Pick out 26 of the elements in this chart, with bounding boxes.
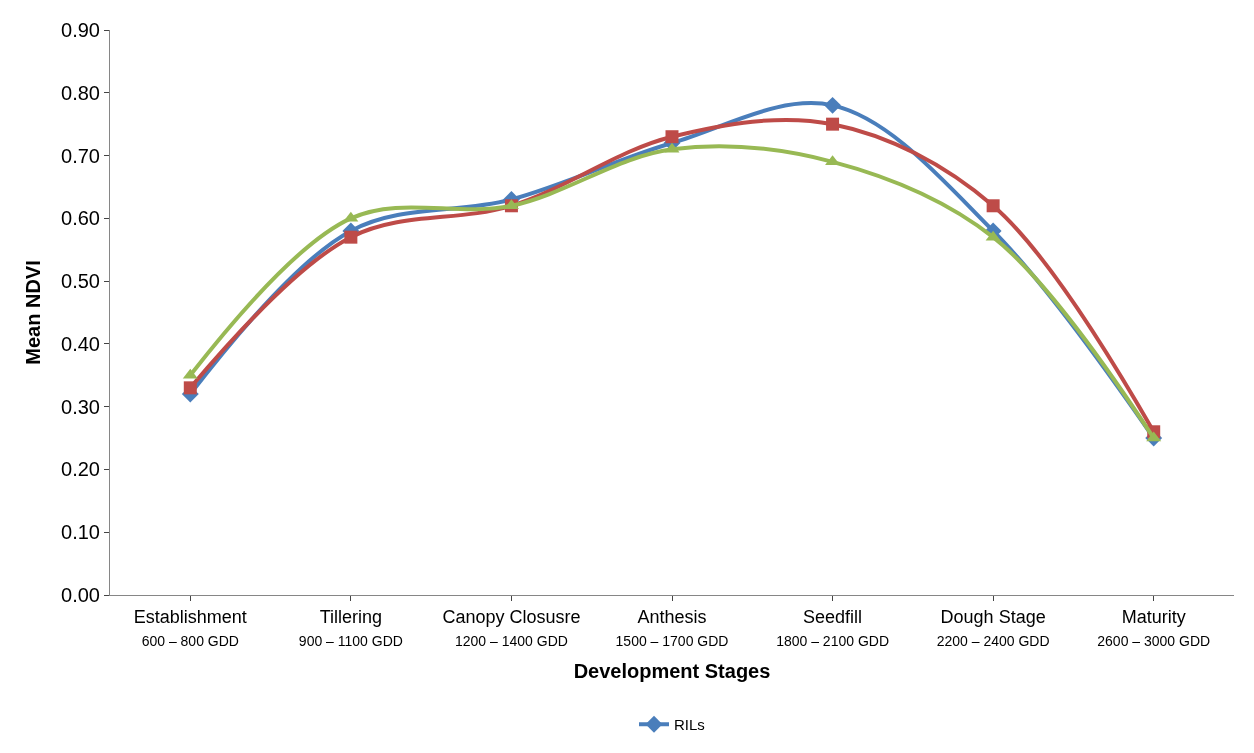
x-tick-label: Seedfill 1800 – 2100 GDD (776, 606, 889, 649)
y-tick-label: 0.30 (61, 395, 100, 418)
x-tick-label: Dough Stage 2200 – 2400 GDD (936, 606, 1050, 649)
y-tick-label: 0.20 (61, 458, 100, 481)
x-axis-title: Development Stages (573, 659, 771, 682)
x-tick-label: Tillering 900 – 1100 GDD (298, 606, 403, 649)
y-tick-label: 0.80 (61, 81, 100, 104)
y-tick-label: 0.70 (61, 144, 100, 167)
x-tick-label: Anthesis 1500 – 1700 GDD (615, 606, 729, 649)
point (824, 96, 842, 114)
point (344, 230, 358, 244)
y-tick-label: 0.40 (61, 332, 100, 355)
x-tick-label: Establishment 600 – 800 GDD (133, 606, 247, 649)
y-tick-label: 0.00 (61, 584, 100, 606)
y-tick-label: 0.60 (61, 207, 100, 230)
x-tick-label: Maturity 2600 – 3000 GDD (1097, 606, 1211, 649)
point (986, 199, 1000, 213)
y-axis-title: Mean NDVI (21, 260, 44, 365)
point (665, 130, 679, 144)
point (826, 117, 840, 131)
y-tick-label: 0.10 (61, 521, 100, 544)
legend-label: RILs (674, 716, 705, 734)
x-tick-label: Canopy Closusre 1200 – 1400 GDD (442, 606, 581, 649)
y-tick-label: 0.50 (61, 270, 100, 293)
point (183, 381, 197, 395)
y-tick-label: 0.90 (61, 19, 100, 41)
